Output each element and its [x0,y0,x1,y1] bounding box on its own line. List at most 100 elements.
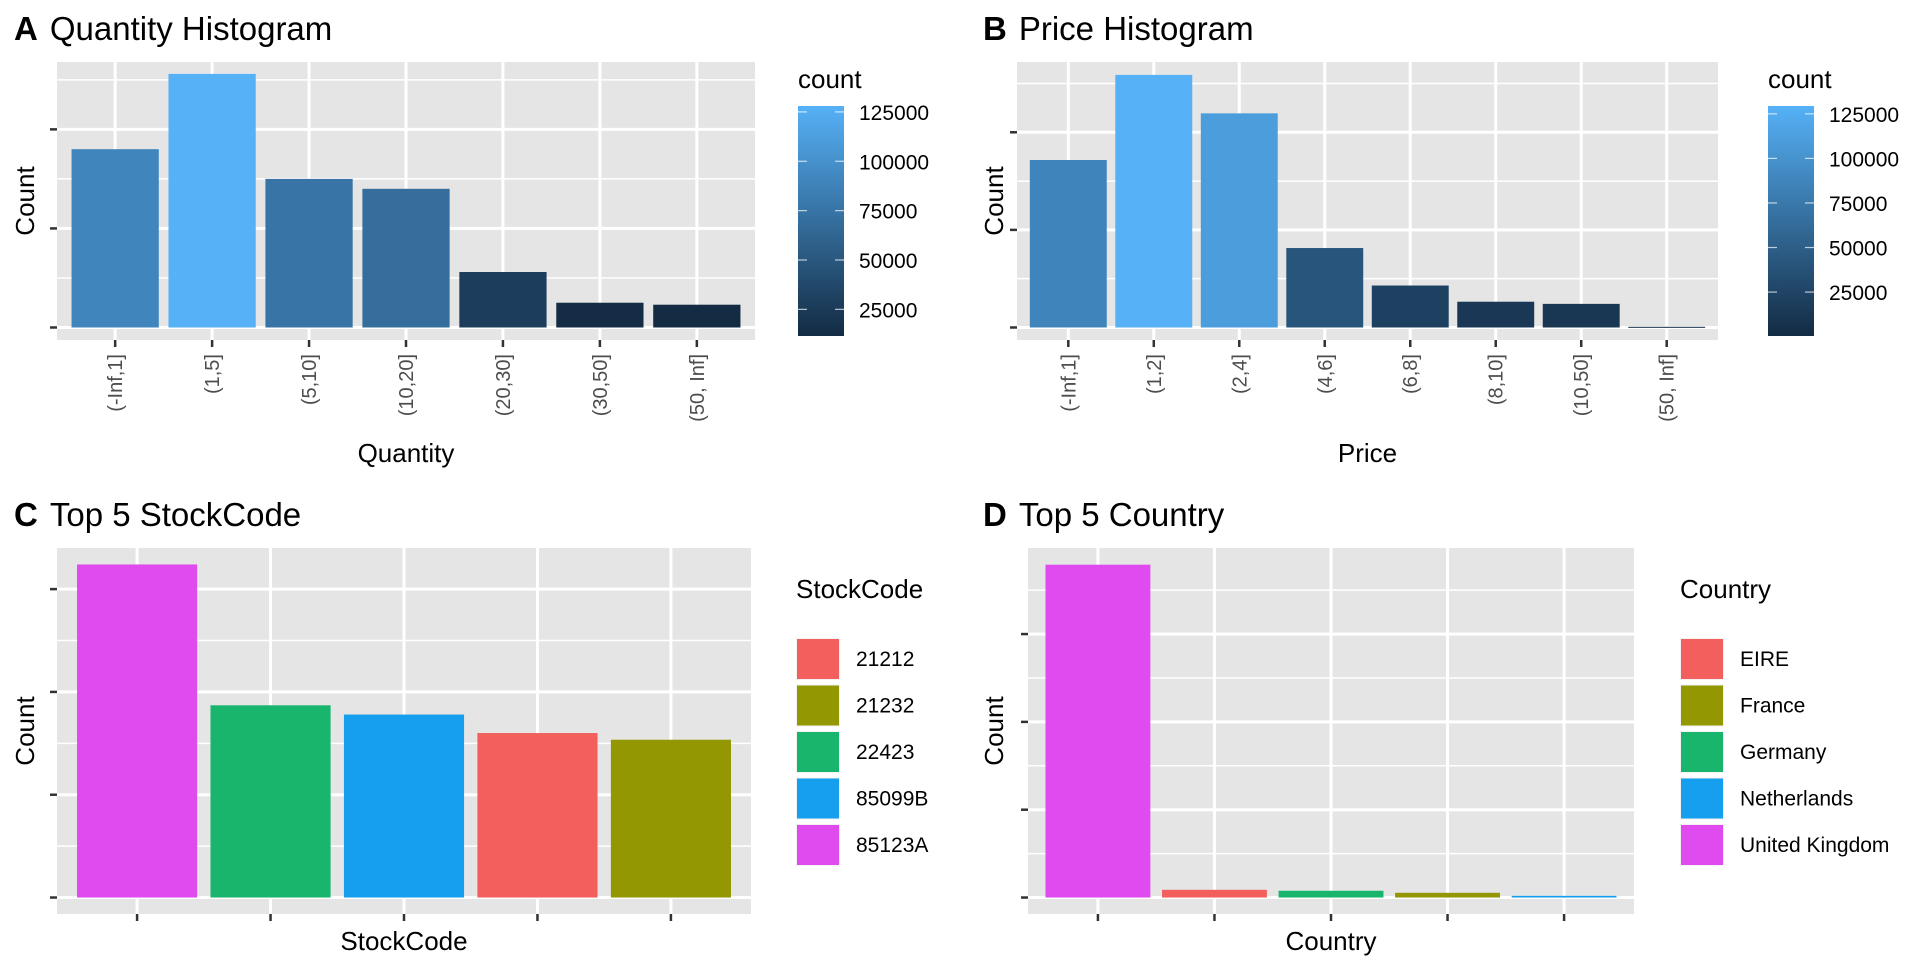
bar [1628,326,1706,328]
colorbar-label: 75000 [1829,193,1887,216]
panel-title: D Top 5 Country [983,496,1225,533]
panel-title-text: Top 5 Country [1019,496,1225,533]
legend-swatch [797,732,839,772]
panel-a: A Quantity Histogram (-Inf,1] (1,5] (5,10] (1… [10,10,929,468]
colorbar [798,106,844,336]
legend-item-label: 22423 [856,741,914,764]
y-axis-title: Count [10,696,40,766]
legend-item-label: 21232 [856,695,914,718]
x-tick-label: (20,30] [493,354,515,416]
legend-swatch [797,685,839,726]
bar [1511,895,1617,898]
bar [459,272,547,328]
panel-b: B Price Histogram (-Inf,1] (1,2] (2,4] (4,6] (… [979,10,1899,468]
panel-tag: C [14,496,38,533]
bar [1029,159,1107,328]
legend-item-label: Netherlands [1740,788,1853,811]
x-tick-label: (8,10] [1486,354,1508,405]
y-axis-title: Count [979,696,1009,766]
legend-item-label: 21212 [856,648,914,671]
legend-swatch [1681,732,1723,772]
legend-swatch [1681,639,1723,679]
x-tick-label: (-Inf,1] [1058,354,1080,412]
legend: Country EIRE France Germany Netherlands Unite… [1680,574,1889,866]
colorbar-label: 50000 [859,250,917,273]
colorbar-label: 25000 [1829,282,1887,305]
panel-tag: D [983,496,1007,533]
legend: count 125000 100000 75000 50000 25000 [798,64,929,336]
x-axis-title: StockCode [340,926,467,956]
x-axis-title: Price [1338,438,1397,468]
legend-item-label: 85099B [856,788,928,811]
legend-title: count [798,64,862,94]
legend-swatch [797,778,839,819]
bar [1115,74,1193,328]
colorbar-label: 50000 [1829,238,1887,261]
legend-title: Country [1680,574,1771,604]
panel-tag: A [14,10,38,47]
bar [1286,248,1364,328]
panel-title-text: Quantity Histogram [50,10,332,47]
x-tick-label: (50, Inf] [1657,354,1679,422]
panel-d: D Top 5 Country Country Count Country EIRE Fra… [979,496,1889,956]
x-tick-label: (1,5] [202,354,224,394]
legend-item-label: 85123A [856,834,928,857]
x-tick-label: (2,4] [1229,354,1251,394]
x-tick-label: (30,50] [590,354,612,416]
x-tick-label: (10,50] [1571,354,1593,416]
bar [1278,890,1384,898]
bar [1371,285,1449,328]
x-tick-label: (50, Inf] [687,354,709,422]
legend-item-label: France [1740,695,1805,718]
colorbar-label: 100000 [859,151,929,174]
bar [1395,892,1500,898]
legend-item-label: EIRE [1740,648,1789,671]
legend-swatch [1681,778,1723,819]
x-tick-label: (1,2] [1144,354,1166,394]
bar [653,304,741,328]
bar [1457,301,1535,328]
panel-c: C Top 5 StockCode StockCode Count StockCode 2… [10,496,928,956]
bar [477,733,598,898]
bar [556,302,644,328]
colorbar-label: 125000 [859,102,929,125]
y-axis-title: Count [979,166,1009,236]
legend-item-label: Germany [1740,741,1827,764]
y-axis-title: Count [10,166,40,236]
panel-tag: B [983,10,1007,47]
panel-title: A Quantity Histogram [14,10,332,47]
bar [1162,889,1267,898]
bar [343,714,465,898]
bar [610,739,731,898]
bar [77,564,198,898]
bar [168,73,256,328]
x-tick-label: (-Inf,1] [105,354,127,412]
legend-title: StockCode [796,574,923,604]
x-tick-label: (6,8] [1400,354,1422,394]
bar [1200,113,1278,328]
colorbar [1768,106,1814,336]
bar [210,705,331,898]
colorbar-label: 125000 [1829,104,1899,127]
panel-title: C Top 5 StockCode [14,496,301,533]
legend-swatch [797,825,839,865]
x-tick-label: (5,10] [299,354,321,405]
legend-title: count [1768,64,1832,94]
colorbar-label: 75000 [859,201,917,224]
x-axis-title: Quantity [358,438,455,468]
x-tick-label: (4,6] [1315,354,1337,394]
bar [71,149,159,328]
panel-title-text: Top 5 StockCode [50,496,301,533]
bar [362,188,450,328]
legend-swatch [1681,685,1723,726]
colorbar-label: 100000 [1829,148,1899,171]
legend-swatch [797,639,839,679]
panel-title-text: Price Histogram [1019,10,1254,47]
bar [1045,564,1151,898]
x-axis-title: Country [1285,926,1376,956]
legend-item-label: United Kingdom [1740,834,1889,857]
legend: count 125000 100000 75000 50000 25000 [1768,64,1899,336]
panel-title: B Price Histogram [983,10,1254,47]
bar [265,178,353,328]
